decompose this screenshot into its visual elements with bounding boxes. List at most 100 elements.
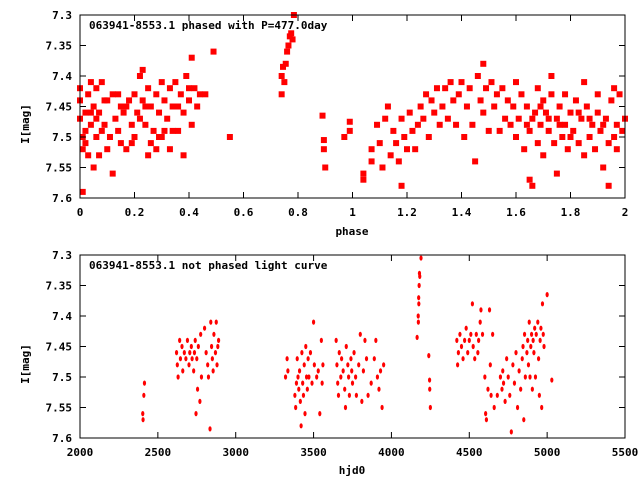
data-point — [406, 109, 413, 116]
data-point — [98, 79, 105, 86]
data-point — [82, 127, 89, 134]
data-point — [505, 356, 509, 362]
data-point — [354, 392, 358, 398]
data-point — [341, 134, 348, 140]
data-point — [419, 255, 423, 261]
data-point — [85, 152, 92, 159]
data-point — [161, 97, 168, 104]
data-point — [600, 121, 607, 128]
x-tick-label: 2500 — [145, 446, 172, 459]
data-point — [491, 103, 498, 110]
data-point — [206, 362, 210, 368]
data-point — [531, 337, 535, 343]
data-point — [303, 411, 307, 417]
data-point — [529, 115, 536, 122]
data-point — [442, 85, 449, 92]
data-point — [334, 337, 338, 343]
data-point — [139, 97, 146, 104]
unphased-light-curve-chart: hjd0 I[mag] 2000 2500 3000 3500 4000 4500 5000… — [19, 249, 638, 477]
data-point — [594, 109, 601, 116]
data-point — [469, 331, 473, 337]
data-point — [339, 374, 343, 380]
data-point — [117, 103, 124, 110]
data-point — [447, 79, 454, 86]
data-point — [372, 356, 376, 362]
y-tick-label: 7.45 — [46, 101, 73, 114]
data-point — [150, 127, 157, 134]
data-point — [483, 85, 490, 92]
data-point — [126, 97, 133, 104]
data-point — [540, 97, 547, 104]
data-point — [418, 273, 422, 279]
data-point — [202, 325, 207, 331]
data-point — [488, 362, 492, 368]
data-point — [530, 386, 534, 392]
data-point — [611, 85, 618, 92]
data-point — [153, 91, 160, 98]
data-point — [188, 54, 195, 61]
data-point — [489, 392, 493, 398]
data-point — [175, 362, 179, 368]
data-point — [529, 343, 533, 350]
data-point — [131, 134, 138, 140]
data-point — [532, 109, 539, 116]
data-point — [611, 134, 618, 140]
data-points — [141, 255, 554, 435]
data-point — [589, 121, 596, 128]
data-point — [335, 362, 339, 368]
data-point — [428, 404, 432, 411]
data-point — [349, 356, 353, 362]
data-point — [294, 404, 298, 411]
data-point — [380, 404, 384, 411]
data-point — [551, 140, 558, 147]
data-point — [299, 423, 303, 429]
data-point — [193, 337, 197, 343]
data-point — [283, 374, 288, 380]
data-point — [216, 337, 221, 343]
data-point — [176, 374, 180, 380]
x-tick-label: 4000 — [378, 446, 405, 459]
data-point — [416, 319, 420, 325]
data-point — [364, 356, 369, 362]
data-point — [502, 115, 509, 122]
data-point — [294, 380, 299, 386]
data-point — [523, 121, 530, 128]
data-point — [395, 158, 402, 165]
data-point — [428, 97, 435, 104]
data-point — [308, 350, 313, 356]
data-point — [192, 350, 197, 356]
data-point — [534, 331, 538, 337]
data-point — [311, 319, 316, 325]
data-point — [98, 127, 105, 134]
data-point — [210, 48, 217, 55]
data-point — [215, 362, 219, 368]
data-point — [608, 97, 615, 104]
data-point — [347, 374, 351, 380]
data-point — [514, 350, 518, 356]
data-point — [145, 85, 152, 92]
y-tick-label: 7.35 — [46, 40, 73, 53]
data-point — [320, 146, 327, 153]
data-point — [343, 404, 348, 411]
data-point — [508, 392, 512, 398]
data-point — [301, 392, 306, 398]
data-point — [175, 127, 182, 134]
data-point — [575, 109, 582, 116]
data-point — [195, 356, 199, 362]
data-point — [491, 331, 495, 337]
data-point — [206, 374, 211, 380]
data-point — [522, 417, 526, 423]
data-point — [526, 362, 531, 368]
data-point — [522, 331, 527, 337]
data-point — [316, 368, 320, 374]
data-point — [320, 380, 324, 386]
data-point — [483, 374, 487, 380]
data-point — [209, 343, 214, 350]
data-point — [469, 121, 476, 128]
data-point — [285, 356, 289, 362]
data-point — [136, 73, 143, 79]
data-points — [77, 12, 628, 195]
data-point — [600, 164, 607, 171]
data-point — [82, 109, 89, 116]
data-point — [575, 140, 582, 147]
